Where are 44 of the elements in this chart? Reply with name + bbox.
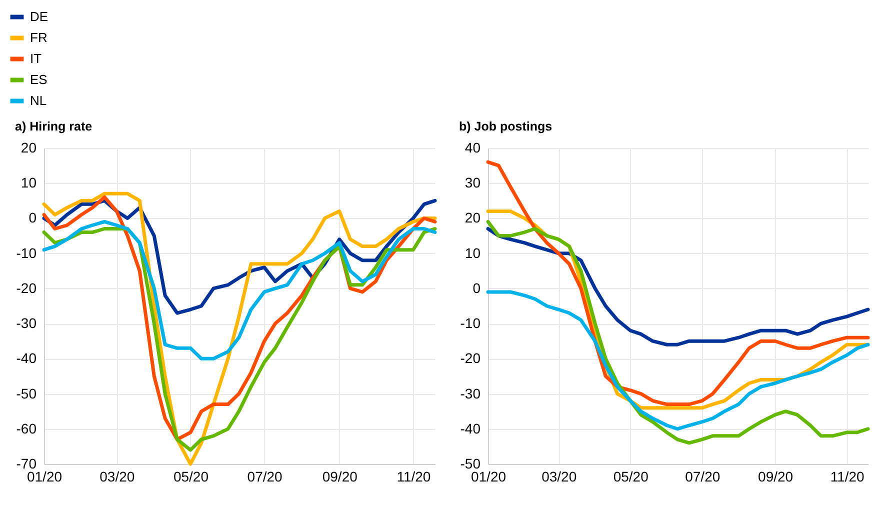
line-series: [486, 220, 870, 445]
x-tick-label: 09/20: [322, 468, 358, 484]
x-tick-label: 03/20: [100, 468, 135, 484]
x-tick-label: 03/20: [542, 468, 577, 484]
y-tick-label: 30: [464, 174, 481, 191]
y-tick-label: 20: [464, 210, 481, 226]
y-tick-label: -30: [16, 315, 37, 332]
x-tick-label: 07/20: [685, 468, 720, 484]
legend-label: NL: [30, 93, 47, 108]
chart-title: b) Job postings: [459, 120, 552, 134]
y-tick-label: 10: [20, 174, 37, 191]
y-tick-label: -40: [16, 350, 37, 366]
y-tick-label: -10: [16, 244, 37, 261]
y-tick-label: 0: [28, 210, 37, 226]
x-tick-label: 09/20: [758, 468, 794, 484]
x-tick-label: 05/20: [613, 468, 649, 484]
legend-label: IT: [30, 51, 42, 66]
x-tick-label: 01/20: [470, 468, 506, 484]
legend-label: FR: [30, 30, 48, 45]
line-series: [486, 290, 870, 431]
y-tick-label: 0: [472, 280, 481, 296]
x-tick-label: 01/20: [26, 468, 62, 484]
x-tick-label: 05/20: [173, 468, 209, 484]
x-tick-label: 07/20: [247, 468, 283, 484]
y-tick-label: -70: [16, 456, 37, 472]
y-tick-label: 20: [20, 140, 37, 156]
line-series: [42, 220, 437, 360]
legend-label: ES: [30, 72, 48, 87]
x-tick-label: 11/20: [830, 468, 865, 484]
y-tick-label: -50: [16, 385, 37, 402]
line-series: [486, 160, 870, 406]
y-tick-label: -40: [460, 420, 481, 436]
x-tick-label: 11/20: [396, 468, 431, 484]
line-series: [486, 227, 870, 346]
legend-label: DE: [30, 9, 48, 24]
y-tick-label: -10: [460, 315, 481, 332]
y-tick-label: -60: [16, 420, 37, 436]
chart-title: a) Hiring rate: [15, 120, 92, 134]
y-tick-label: -20: [460, 350, 481, 366]
y-tick-label: -50: [460, 456, 481, 472]
y-tick-label: -20: [16, 280, 37, 296]
y-tick-label: 40: [464, 140, 481, 156]
y-tick-label: 10: [464, 244, 481, 261]
y-tick-label: -30: [460, 385, 481, 402]
